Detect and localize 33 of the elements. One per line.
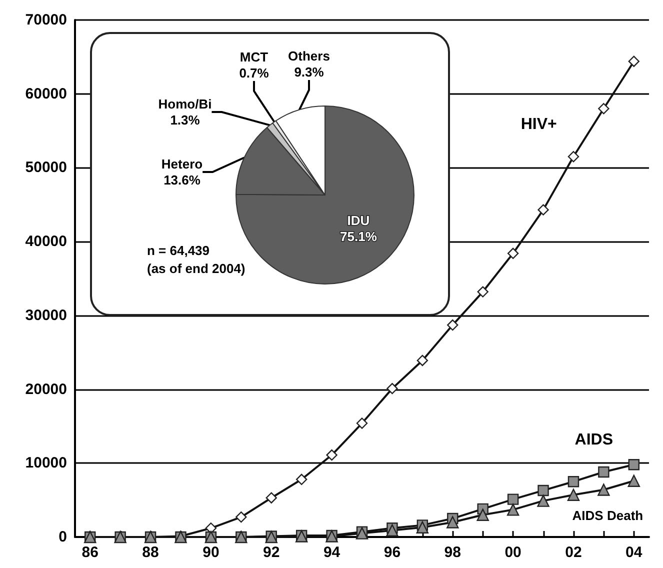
slice-label: MCT [240, 50, 268, 64]
data-label: 75.1% [340, 229, 378, 244]
y-tick-label: 0 [58, 528, 67, 546]
y-tick-label: 70000 [25, 12, 67, 28]
data-label: 1.3% [170, 112, 200, 128]
x-tick-label: 88 [142, 544, 159, 561]
slice-label: Others [288, 48, 330, 64]
y-tick-label: 20000 [25, 380, 67, 398]
y-tick-label: 10000 [25, 454, 67, 472]
x-tick-label: 92 [263, 544, 280, 561]
x-tick-label: 90 [202, 544, 220, 561]
y-tick-label: 50000 [25, 159, 67, 176]
y-tick-label: 60000 [25, 85, 67, 102]
series-label: HIV+ [520, 116, 557, 134]
series-label: AIDS Death [572, 508, 644, 523]
series-label: AIDS [574, 432, 614, 449]
y-tick-label: 30000 [25, 306, 67, 324]
x-tick-label: 02 [565, 544, 582, 561]
x-tick-label: 98 [444, 544, 461, 561]
y-tick-label: 40000 [25, 233, 67, 250]
data-label: 0.7% [239, 66, 270, 80]
data-label: 13.6% [164, 172, 201, 188]
data-label: 9.3% [294, 64, 324, 80]
annotation: n = 64,439 [147, 243, 210, 258]
slice-label: IDU [347, 213, 370, 228]
x-tick-label: 00 [504, 544, 522, 561]
slice-label: Homo/Bi [158, 96, 212, 112]
x-tick-label: 04 [626, 544, 643, 561]
x-tick-label: 96 [384, 544, 401, 561]
x-tick-label: 94 [323, 544, 341, 561]
slice-label: Hetero [161, 156, 203, 172]
annotation: (as of end 2004) [147, 261, 246, 276]
x-tick-label: 86 [82, 544, 98, 561]
